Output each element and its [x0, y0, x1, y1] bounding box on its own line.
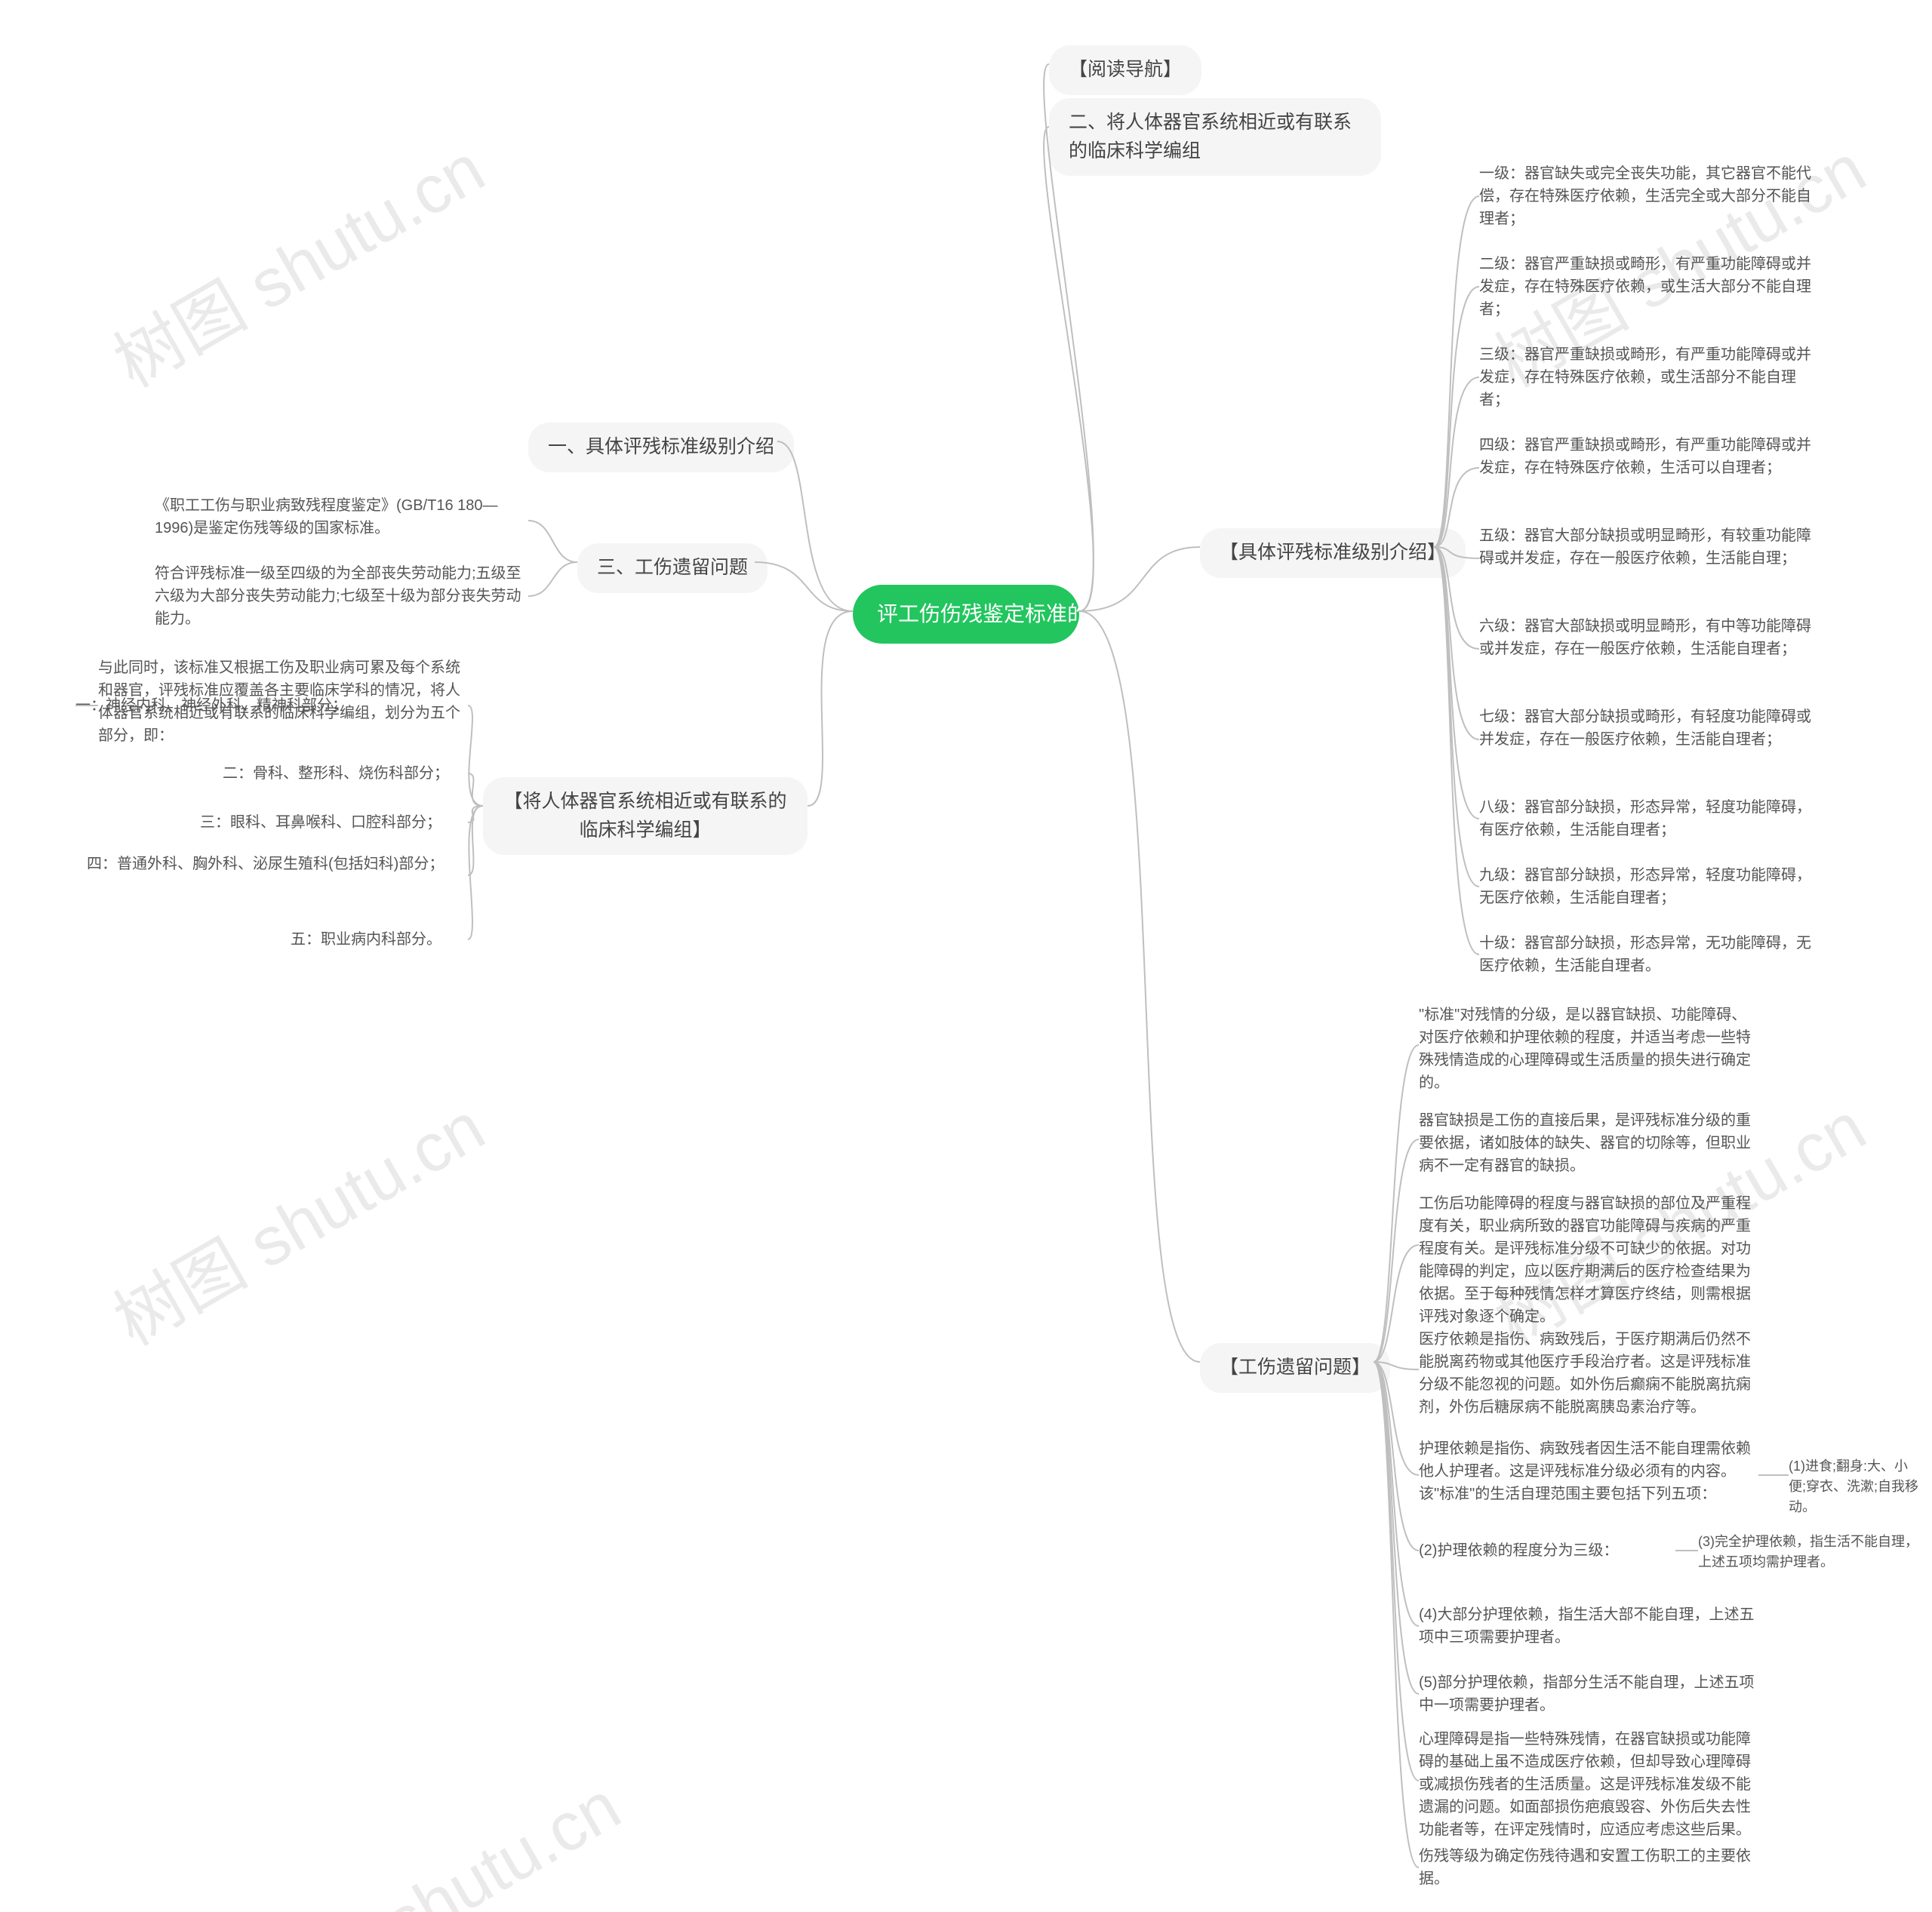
- leaf-rb4-0[interactable]: "标准"对残情的分级，是以器官缺损、功能障碍、对医疗依赖和护理依赖的程度，并适当…: [1419, 1004, 1758, 1094]
- leaf-rb4-1[interactable]: 器官缺损是工伤的直接后果，是评残标准分级的重要依据，诸如肢体的缺失、器官的切除等…: [1419, 1109, 1758, 1177]
- leaf-rb4-5[interactable]: (2)护理依赖的程度分为三级：: [1419, 1539, 1675, 1562]
- leaf-rb4-3[interactable]: 医疗依赖是指伤、病致残后，于医疗期满后仍然不能脱离药物或其他医疗手段治疗者。这是…: [1419, 1328, 1758, 1419]
- leaf-lb3-2[interactable]: 三：眼科、耳鼻喉科、口腔科部分；: [200, 811, 464, 834]
- leaf-rb3-0[interactable]: 一级：器官缺失或完全丧失功能，其它器官不能代偿，存在特殊医疗依赖，生活完全或大部…: [1479, 162, 1819, 230]
- leaf-rb4-8[interactable]: 心理障碍是指一些特殊残情，在器官缺损或功能障碍的基础上虽不造成医疗依赖，但却导致…: [1419, 1728, 1758, 1841]
- leaf-rb3-3[interactable]: 四级：器官严重缺损或畸形，有严重功能障碍或并发症，存在特殊医疗依赖，生活可以自理…: [1479, 434, 1819, 479]
- root-node[interactable]: 评工伤伤残鉴定标准的相关内容: [853, 585, 1079, 644]
- leaf-rb4-sub5[interactable]: (1)进食;翻身:大、小便;穿衣、洗漱;自我移动。: [1789, 1456, 1924, 1517]
- leaf-rb3-7[interactable]: 八级：器官部分缺损，形态异常，轻度功能障碍，有医疗依赖，生活能自理者；: [1479, 796, 1819, 841]
- leaf-rb4-2[interactable]: 工伤后功能障碍的程度与器官缺损的部位及严重程度有关，职业病所致的器官功能障碍与疾…: [1419, 1192, 1758, 1328]
- mindmap-canvas: 树图 shutu.cn 树图 shutu.cn 树图 shutu.cn 树图 s…: [0, 0, 1932, 1912]
- leaf-lb2-0[interactable]: 《职工工伤与职业病致残程度鉴定》(GB/T16 180—1996)是鉴定伤残等级…: [155, 494, 525, 539]
- branch-rb1[interactable]: 【阅读导航】: [1049, 45, 1201, 95]
- leaf-rb4-9[interactable]: 伤残等级为确定伤残待遇和安置工伤职工的主要依据。: [1419, 1845, 1758, 1890]
- leaf-rb4-7[interactable]: (5)部分护理依赖，指部分生活不能自理，上述五项中一项需要护理者。: [1419, 1671, 1758, 1717]
- leaf-lb2-1[interactable]: 符合评残标准一级至四级的为全部丧失劳动能力;五级至六级为大部分丧失劳动能力;七级…: [155, 562, 525, 630]
- watermark: 树图 shutu.cn: [94, 115, 499, 405]
- leaf-lb3-0[interactable]: 一：神经内科、神经外科、精神科部分；: [30, 694, 347, 717]
- leaf-lb3-3[interactable]: 四：普通外科、胸外科、泌尿生殖科(包括妇科)部分；: [87, 853, 464, 875]
- watermark: 树图 shutu.cn: [229, 1752, 635, 1912]
- leaf-rb3-4[interactable]: 五级：器官大部分缺损或明显畸形，有较重功能障碍或并发症，存在一般医疗依赖，生活能…: [1479, 524, 1819, 570]
- leaf-rb4-4[interactable]: 护理依赖是指伤、病致残者因生活不能自理需依赖他人护理者。这是评残标准分级必须有的…: [1419, 1437, 1758, 1505]
- leaf-rb4-6[interactable]: (4)大部分护理依赖，指生活大部不能自理，上述五项中三项需要护理者。: [1419, 1603, 1758, 1649]
- branch-lb2[interactable]: 三、工伤遗留问题: [577, 543, 768, 593]
- leaf-rb3-1[interactable]: 二级：器官严重缺损或畸形，有严重功能障碍或并发症，存在特殊医疗依赖，或生活大部分…: [1479, 253, 1819, 321]
- leaf-rb3-8[interactable]: 九级：器官部分缺损，形态异常，轻度功能障碍，无医疗依赖，生活能自理者；: [1479, 864, 1819, 909]
- branch-lb1[interactable]: 一、具体评残标准级别介绍: [528, 423, 794, 472]
- branch-rb4[interactable]: 【工伤遗留问题】: [1200, 1343, 1390, 1393]
- branch-lb3[interactable]: 【将人体器官系统相近或有联系的临床科学编组】: [483, 777, 808, 855]
- leaf-rb3-5[interactable]: 六级：器官大部缺损或明显畸形，有中等功能障碍或并发症，存在一般医疗依赖，生活能自…: [1479, 615, 1819, 660]
- watermark: 树图 shutu.cn: [94, 1073, 499, 1363]
- leaf-rb3-9[interactable]: 十级：器官部分缺损，形态异常，无功能障碍，无医疗依赖，生活能自理者。: [1479, 932, 1819, 977]
- leaf-lb3-1[interactable]: 二：骨科、整形科、烧伤科部分；: [223, 762, 464, 785]
- leaf-rb3-2[interactable]: 三级：器官严重缺损或畸形，有严重功能障碍或并发症，存在特殊医疗依赖，或生活部分不…: [1479, 343, 1819, 411]
- leaf-lb3-4[interactable]: 五：职业病内科部分。: [291, 928, 479, 951]
- leaf-rb4-sub6[interactable]: (3)完全护理依赖，指生活不能自理，上述五项均需护理者。: [1698, 1532, 1924, 1572]
- leaf-rb3-6[interactable]: 七级：器官大部分缺损或畸形，有轻度功能障碍或并发症，存在一般医疗依赖，生活能自理…: [1479, 705, 1819, 751]
- branch-rb3[interactable]: 【具体评残标准级别介绍】: [1200, 528, 1466, 578]
- branch-rb2[interactable]: 二、将人体器官系统相近或有联系的临床科学编组: [1049, 98, 1381, 176]
